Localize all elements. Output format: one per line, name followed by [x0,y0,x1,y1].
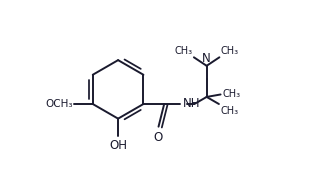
Text: OH: OH [109,139,127,152]
Text: CH₃: CH₃ [220,46,238,56]
Text: CH₃: CH₃ [222,89,240,99]
Text: OCH₃: OCH₃ [45,99,72,109]
Text: O: O [153,131,162,144]
Text: NH: NH [182,97,200,110]
Text: CH₃: CH₃ [220,106,238,116]
Text: CH₃: CH₃ [175,46,193,56]
Text: N: N [202,52,211,65]
